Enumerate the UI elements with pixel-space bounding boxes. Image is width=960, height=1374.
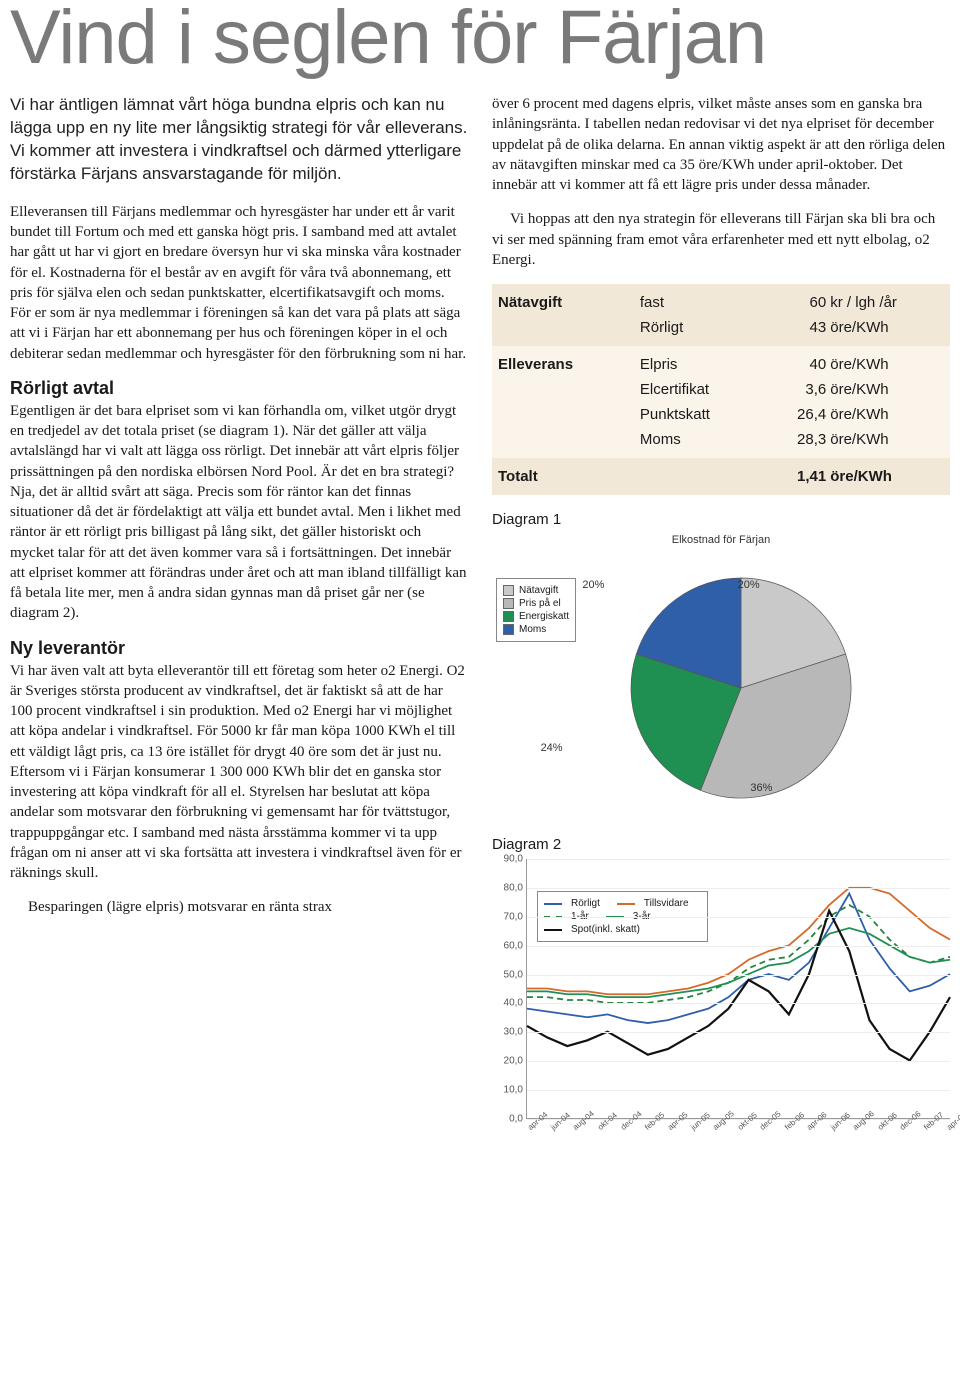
body-paragraph: Egentligen är det bara elpriset som vi k… — [10, 401, 468, 624]
body-paragraph: Elleveransen till Färjans medlemmar och … — [10, 202, 468, 364]
diagram1-label: Diagram 1 — [492, 511, 950, 528]
pie-slice-label: 20% — [582, 579, 604, 591]
pie-chart: Elkostnad för Färjan NätavgiftPris på el… — [492, 534, 950, 824]
line-x-axis: apr-04jun-04aug-04okt-04dec-04feb-05apr-… — [526, 1119, 950, 1134]
intro-paragraph: Vi har äntligen lämnat vårt höga bundna … — [10, 94, 468, 186]
pie-slice-label: 24% — [541, 742, 563, 754]
y-tick: 90,0 — [493, 854, 523, 865]
pie-legend: NätavgiftPris på elEnergiskattMoms — [496, 578, 576, 642]
pie-chart-title: Elkostnad för Färjan — [492, 534, 950, 546]
section-heading-rorligt: Rörligt avtal — [10, 378, 468, 399]
two-column-layout: Vi har äntligen lämnat vårt höga bundna … — [10, 94, 950, 1134]
section-heading-ny-leverantor: Ny leverantör — [10, 638, 468, 659]
pie-slice-label: 36% — [750, 782, 772, 794]
diagram2-label: Diagram 2 — [492, 836, 950, 853]
y-tick: 60,0 — [493, 940, 523, 951]
y-tick: 50,0 — [493, 969, 523, 980]
y-tick: 10,0 — [493, 1085, 523, 1096]
body-paragraph: över 6 procent med dagens elpris, vilket… — [492, 94, 950, 195]
y-tick: 0,0 — [493, 1114, 523, 1125]
body-paragraph: Vi hoppas att den nya strategin för elle… — [492, 209, 950, 270]
page-title: Vind i seglen för Färjan — [10, 0, 950, 76]
right-column: över 6 procent med dagens elpris, vilket… — [492, 94, 950, 1134]
y-tick: 30,0 — [493, 1027, 523, 1038]
price-table: Nätavgiftfast60kr / lgh /årRörligt43öre/… — [492, 284, 950, 495]
y-tick: 80,0 — [493, 882, 523, 893]
left-column: Vi har äntligen lämnat vårt höga bundna … — [10, 94, 468, 1134]
y-tick: 40,0 — [493, 998, 523, 1009]
y-tick: 70,0 — [493, 911, 523, 922]
y-tick: 20,0 — [493, 1056, 523, 1067]
body-paragraph: Besparingen (lägre elpris) motsvarar en … — [10, 897, 468, 917]
line-chart: RörligtTillsvidare1-år3-årSpot(inkl. ska… — [492, 859, 950, 1134]
pie-slice-label: 20% — [738, 579, 760, 591]
body-paragraph: Vi har även valt att byta elleverantör t… — [10, 661, 468, 884]
